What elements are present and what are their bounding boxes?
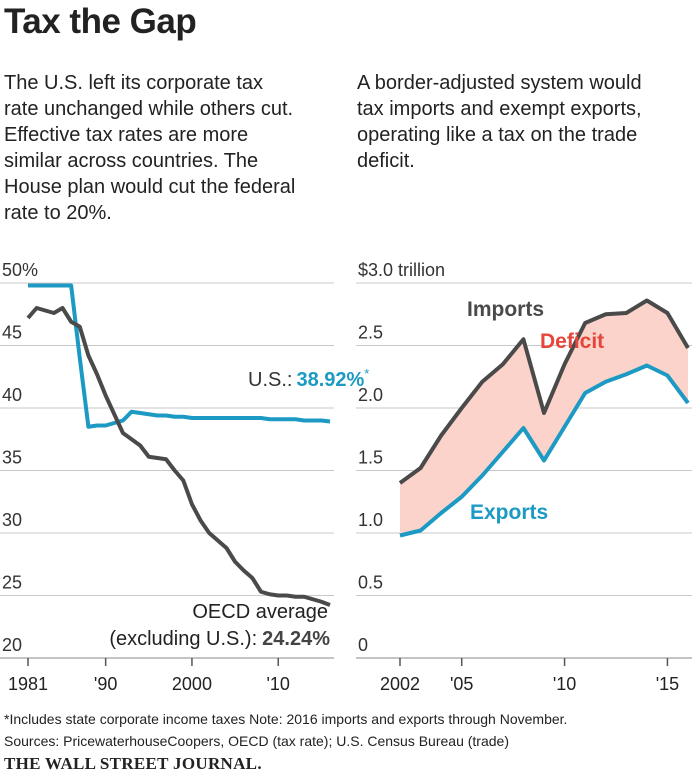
subtitle-line: A border-adjusted system would (357, 72, 642, 94)
subtitle-line: tax imports and exempt exports, (357, 98, 642, 120)
subtitle: The U.S. left its corporate tax rate unch… (4, 70, 349, 226)
x-tick-label: '90 (94, 674, 117, 694)
title: Tax the Gap (4, 2, 197, 41)
y-tick-label: 40 (2, 385, 22, 405)
area-label: Deficit (540, 330, 604, 353)
y-tick-label: $3.0 trillion (358, 260, 445, 280)
y-tick-label: 2.5 (358, 323, 383, 343)
y-tick-label: 20 (2, 635, 22, 655)
x-tick-label: 2002 (380, 674, 420, 694)
line (26, 306, 331, 607)
x-tick-label: '10 (553, 674, 576, 694)
subtitle-line: deficit. (357, 150, 415, 172)
subtitle-line: Effective tax rates are more (4, 124, 249, 146)
x-tick-label: 2000 (172, 674, 212, 694)
legend-name: (excluding U.S.): (109, 628, 257, 650)
y-tick-label: 0.5 (358, 573, 383, 593)
line (28, 283, 331, 429)
y-tick-label: 30 (2, 510, 22, 530)
legend-name: U.S.: (248, 369, 292, 391)
footnote: *Includes state corporate income taxes N… (4, 711, 568, 727)
y-tick-label: 50% (2, 260, 38, 280)
value-label: 24.24% (262, 628, 330, 650)
value-label: 38.92% (296, 369, 364, 391)
series-label: (excluding U.S.): 24.24% (109, 628, 330, 650)
note-mark: * (364, 366, 369, 381)
subtitle-line: similar across countries. The (4, 150, 259, 172)
line (398, 298, 690, 485)
y-tick-label: 0 (358, 635, 368, 655)
subtitle-line: House plan would cut the federal (4, 176, 296, 198)
deficit-area (400, 300, 688, 536)
x-tick-label: '10 (266, 674, 289, 694)
source: THE WALL STREET JOURNAL. (4, 754, 262, 773)
subtitle: A border-adjusted system would tax import… (357, 70, 697, 174)
line (399, 363, 690, 538)
x-tick-label: 1981 (8, 674, 48, 694)
subtitle-line: operating like a tax on the trade (357, 124, 638, 146)
y-tick-label: 2.0 (358, 385, 383, 405)
subtitle-line: rate to 20%. (4, 202, 112, 224)
series-label: U.S.: 38.92%* (248, 366, 369, 391)
y-tick-label: 1.5 (358, 448, 383, 468)
y-tick-label: 45 (2, 323, 22, 343)
series-label: Exports (470, 501, 548, 524)
series-label: OECD average (192, 601, 328, 623)
y-tick-label: 1.0 (358, 510, 383, 530)
series-label: Imports (467, 298, 544, 321)
y-tick-label: 35 (2, 448, 22, 468)
subtitle-line: The U.S. left its corporate tax (4, 72, 263, 94)
subtitle-line: rate unchanged while others cut. (4, 98, 294, 120)
footnote: Sources: PricewaterhouseCoopers, OECD (t… (4, 733, 509, 749)
x-tick-label: '05 (450, 674, 473, 694)
y-tick-label: 25 (2, 573, 22, 593)
x-tick-label: '15 (656, 674, 679, 694)
